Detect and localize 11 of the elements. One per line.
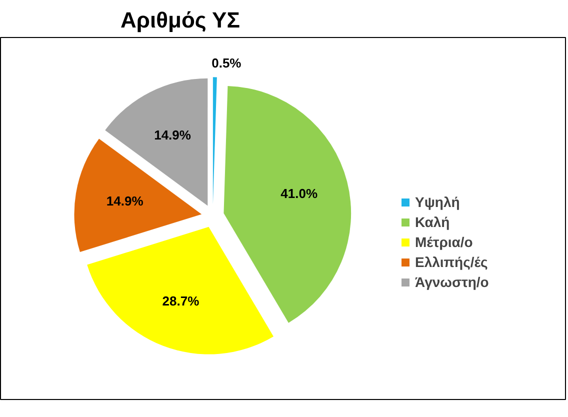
legend-label: Καλή xyxy=(415,214,450,230)
data-label: 14.9% xyxy=(106,194,144,208)
legend-label: Ελλιπής/ές xyxy=(415,254,488,270)
data-label: 0.5% xyxy=(212,55,242,70)
data-label: 28.7% xyxy=(162,294,200,309)
chart-title: Αριθμός ΥΣ xyxy=(120,8,240,32)
legend-label: Μέτρια/ο xyxy=(415,234,473,250)
legend-label: Άγνωστη/ο xyxy=(415,274,489,290)
data-label: 14.9% xyxy=(154,127,192,142)
legend-label: Υψηλή xyxy=(415,194,460,210)
data-label: 41.0% xyxy=(280,186,318,201)
